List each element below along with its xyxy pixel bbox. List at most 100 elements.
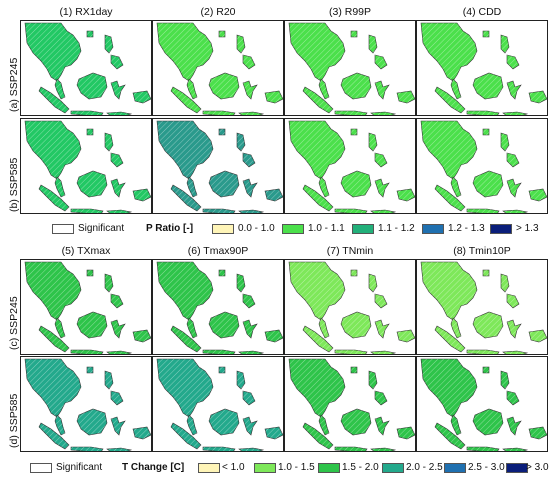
significance-hatch (25, 121, 81, 179)
significance-hatch (375, 294, 387, 308)
map-svg (420, 22, 547, 115)
significance-hatch (71, 209, 103, 213)
significance-hatch (237, 133, 245, 151)
significance-hatch (71, 111, 103, 115)
significance-hatch (55, 415, 65, 435)
row-label-ssp245-top: (a) SSP245 (8, 57, 20, 112)
significance-hatch (25, 359, 81, 417)
column-header-tmin10p: (8) Tmin10P (453, 245, 511, 257)
significance-hatch (111, 417, 125, 435)
significance-hatch (171, 87, 201, 113)
significance-hatch (203, 447, 235, 451)
column-header-r20: (2) R20 (200, 6, 236, 18)
map-panel-d6 (152, 356, 284, 452)
significance-hatch (529, 330, 547, 342)
legend-label-t2: 1.0 - 1.5 (278, 462, 315, 473)
significance-hatch (375, 153, 387, 167)
significance-hatch (289, 23, 345, 81)
significance-hatch (529, 189, 547, 201)
map-panel-b4 (416, 118, 548, 214)
significance-hatch (341, 312, 371, 338)
significance-hatch (435, 423, 465, 449)
map-panel-b2 (152, 118, 284, 214)
significant-label: Significant (78, 223, 125, 234)
significance-hatch (239, 210, 263, 213)
legend-swatch-p5 (490, 224, 512, 234)
legend-swatch-t4 (382, 463, 404, 473)
legend-label-t4: 2.0 - 2.5 (406, 462, 443, 473)
significance-hatch (105, 371, 113, 389)
significance-hatch (451, 177, 461, 197)
significance-hatch (77, 312, 107, 338)
map-panel-a2 (152, 20, 284, 116)
significance-hatch (473, 171, 503, 197)
map-svg (24, 358, 151, 451)
significance-hatch (105, 35, 113, 53)
significance-hatch (351, 367, 357, 373)
map-svg (156, 120, 283, 213)
significance-hatch (369, 371, 377, 389)
significance-hatch (265, 189, 283, 201)
significance-hatch (71, 447, 103, 451)
significance-hatch (265, 427, 283, 439)
significance-hatch (369, 133, 377, 151)
significance-hatch (171, 185, 201, 211)
legend-swatch-t3 (318, 463, 340, 473)
column-header-cdd: (4) CDD (462, 6, 502, 18)
significance-hatch (435, 185, 465, 211)
significance-hatch (237, 274, 245, 292)
significance-hatch (503, 448, 527, 451)
significance-hatch (341, 171, 371, 197)
legend-label-t3: 1.5 - 2.0 (342, 462, 379, 473)
significance-hatch (105, 274, 113, 292)
significance-hatch (421, 23, 477, 81)
map-panel-d7 (284, 356, 416, 452)
map-svg (420, 261, 547, 354)
significance-hatch (25, 23, 81, 81)
legend-label-t5: 2.5 - 3.0 (468, 462, 505, 473)
significance-hatch (319, 177, 329, 197)
significance-hatch (507, 294, 519, 308)
significance-hatch (319, 79, 329, 99)
significance-hatch (501, 35, 509, 53)
significance-hatch (203, 111, 235, 115)
significance-hatch (157, 262, 213, 320)
significance-hatch (111, 179, 125, 197)
significance-hatch (239, 448, 263, 451)
legend-title-p-ratio: P Ratio [-] (146, 223, 194, 234)
map-panel-c8 (416, 259, 548, 355)
significance-hatch (341, 73, 371, 99)
significance-hatch (243, 391, 255, 405)
significance-hatch (39, 185, 69, 211)
significance-hatch (369, 35, 377, 53)
map-panel-c5 (20, 259, 152, 355)
map-svg (156, 358, 283, 451)
significance-hatch (375, 55, 387, 69)
significance-hatch (77, 171, 107, 197)
significance-hatch (243, 294, 255, 308)
significance-hatch (87, 129, 93, 135)
significance-hatch (369, 274, 377, 292)
significance-hatch (503, 210, 527, 213)
significant-label-bottom: Significant (56, 462, 103, 473)
legend-label-p5: > 1.3 (516, 223, 539, 234)
significance-hatch (289, 121, 345, 179)
significance-hatch (219, 31, 225, 37)
significance-hatch (203, 350, 235, 354)
significance-hatch (209, 409, 239, 435)
significance-hatch (503, 112, 527, 115)
significance-hatch (375, 417, 389, 435)
significance-hatch (187, 177, 197, 197)
legend-swatch-p1 (212, 224, 234, 234)
column-header-txmax: (5) TXmax (61, 245, 111, 257)
significance-hatch (451, 415, 461, 435)
significance-hatch (55, 79, 65, 99)
significance-hatch (87, 31, 93, 37)
significance-hatch (335, 350, 367, 354)
significance-hatch (467, 209, 499, 213)
significance-hatch (77, 73, 107, 99)
significance-hatch (421, 121, 477, 179)
map-svg (420, 358, 547, 451)
map-svg (156, 261, 283, 354)
significance-hatch (71, 350, 103, 354)
